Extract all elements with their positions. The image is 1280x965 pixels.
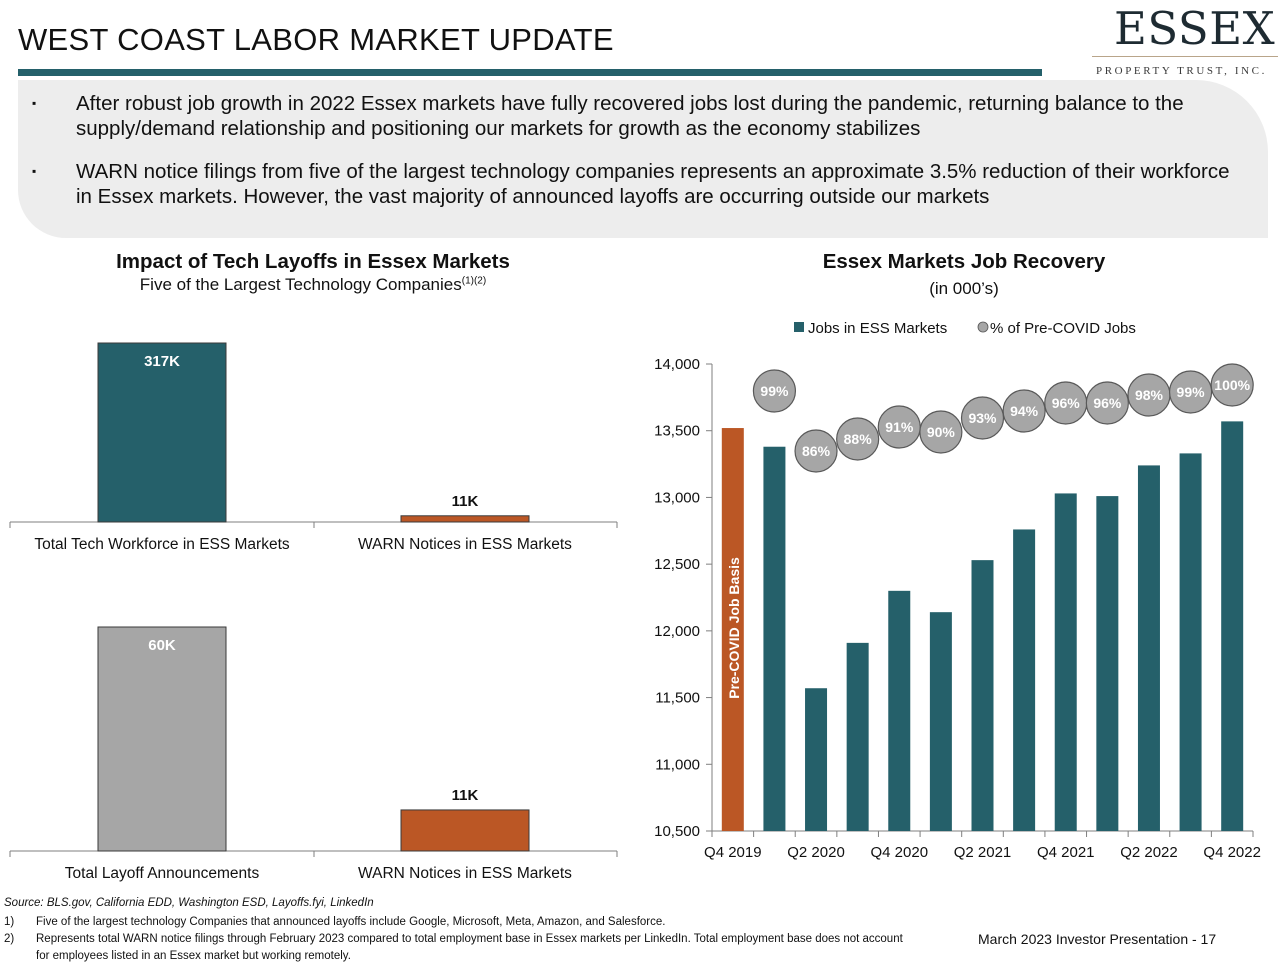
percent-bubble [1210, 363, 1254, 407]
data-label: 60K [148, 637, 176, 654]
footnote-number: 1) [4, 916, 15, 928]
bar [763, 446, 786, 831]
category-label: WARN Notices in ESS Markets [358, 536, 572, 553]
baseline-bar-label: Pre-COVID Job Basis [726, 557, 742, 699]
source-note: Source: BLS.gov, California EDD, Washing… [4, 897, 374, 909]
legend-label: % of Pre-COVID Jobs [990, 320, 1136, 337]
left-chart-title: Impact of Tech Layoffs in Essex Markets [116, 250, 510, 273]
logo-subtitle: PROPERTY TRUST, INC. [1096, 65, 1267, 77]
bar [1179, 453, 1202, 831]
percent-bubble [752, 369, 797, 413]
y-tick-label: 11,500 [655, 690, 700, 707]
percent-bubble-label: 99% [1177, 384, 1206, 400]
bar [1221, 421, 1244, 831]
data-label: 11K [452, 787, 479, 804]
bullet-text: WARN notice filings from five of the lar… [76, 160, 1230, 208]
percent-bubble [1168, 370, 1213, 414]
page-footer: March 2023 Investor Presentation - 17 [978, 931, 1217, 947]
logo-rule [1092, 56, 1278, 57]
legend-swatch-jobs [794, 322, 804, 332]
footnote-text: Five of the largest technology Companies… [36, 916, 666, 928]
left-chart-subtitle: Five of the Largest Technology Companies… [40, 275, 586, 295]
x-tick-label: Q2 2022 [1120, 844, 1178, 861]
bar [846, 642, 869, 831]
right-chart-title: Essex Markets Job Recovery [822, 250, 1106, 273]
bullet-text: After robust job growth in 2022 Essex ma… [76, 92, 1184, 140]
y-tick-label: 11,000 [655, 756, 700, 773]
footnote-number: 2) [4, 933, 15, 945]
y-tick-label: 13,500 [654, 423, 700, 440]
bar [1096, 496, 1119, 831]
page-title: WEST COAST LABOR MARKET UPDATE [18, 22, 614, 57]
percent-bubble [1085, 381, 1129, 425]
footnote-ref: (1)(2) [461, 275, 487, 287]
x-tick-label: Q4 2020 [870, 844, 928, 861]
right-chart-subtitle: (in 000’s) [929, 279, 999, 298]
x-tick-label: Q4 2021 [1037, 844, 1095, 861]
category-label: WARN Notices in ESS Markets [358, 865, 572, 882]
bar [888, 590, 911, 831]
percent-bubble-label: 90% [927, 424, 956, 440]
percent-bubble [794, 429, 838, 473]
logo-wordmark: ESSEX [1114, 2, 1276, 55]
percent-bubble-label: 86% [802, 443, 831, 459]
bullet-marker: ▪ [32, 96, 37, 110]
company-logo: ESSEX PROPERTY TRUST, INC. [1092, 2, 1278, 80]
title-rule [18, 69, 1042, 76]
bar [97, 626, 227, 852]
x-tick-label: Q4 2019 [704, 844, 762, 861]
data-label: 317K [144, 353, 180, 370]
percent-bubble-label: 88% [844, 431, 873, 447]
percent-bubble [1002, 389, 1046, 433]
percent-bubble-label: 99% [760, 383, 789, 399]
y-tick-label: 12,000 [654, 623, 700, 640]
bullet-marker: ▪ [32, 164, 37, 178]
bar [805, 688, 828, 831]
percent-bubble-label: 91% [885, 419, 914, 435]
percent-bubble-label: 94% [1010, 403, 1039, 419]
percent-bubble-label: 100% [1214, 377, 1250, 393]
y-tick-label: 14,000 [654, 356, 700, 373]
percent-bubble-label: 98% [1135, 387, 1164, 403]
category-label: Total Layoff Announcements [65, 865, 260, 882]
bar [1137, 465, 1160, 831]
bar [97, 342, 227, 523]
footnote-text: Represents total WARN notice filings thr… [36, 933, 903, 962]
x-tick-label: Q2 2021 [954, 844, 1012, 861]
x-tick-label: Q4 2022 [1203, 844, 1261, 861]
baseline-bar [721, 428, 744, 831]
y-tick-label: 12,500 [654, 556, 700, 573]
percent-bubble-label: 93% [968, 410, 997, 426]
legend-swatch-percent [977, 321, 989, 333]
bar [929, 612, 952, 831]
bar [400, 809, 530, 852]
bar [1054, 493, 1077, 831]
bar [971, 560, 994, 831]
percent-bubble [836, 417, 880, 461]
percent-bubble [919, 410, 963, 454]
percent-bubble-label: 96% [1052, 395, 1081, 411]
percent-bubble-label: 96% [1093, 395, 1122, 411]
summary-panel: ▪ After robust job growth in 2022 Essex … [18, 80, 1268, 238]
left-chart-subtitle-text: Five of the Largest Technology Companies [139, 275, 462, 294]
percent-bubble [960, 396, 1005, 440]
bar [400, 515, 530, 523]
y-tick-label: 13,000 [654, 489, 700, 506]
legend-label: Jobs in ESS Markets [808, 320, 947, 337]
bar [1013, 529, 1036, 831]
x-tick-label: Q2 2020 [787, 844, 845, 861]
category-label: Total Tech Workforce in ESS Markets [34, 536, 290, 553]
y-tick-label: 10,500 [654, 823, 700, 840]
data-label: 11K [452, 493, 479, 510]
